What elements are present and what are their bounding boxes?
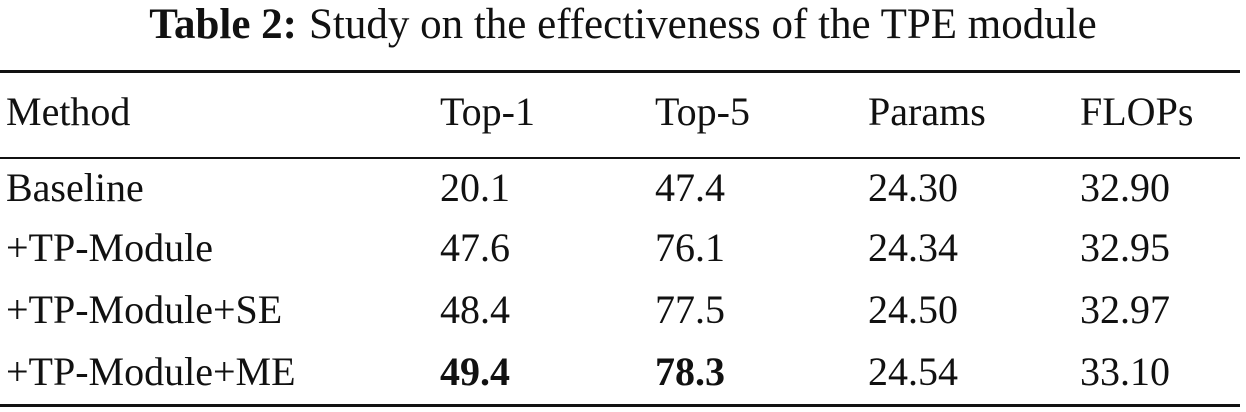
table-cell: 32.90 xyxy=(1080,165,1170,210)
table-cell: 24.30 xyxy=(868,165,958,210)
bottom-rule xyxy=(0,404,1240,407)
table-cell: +TP-Module+SE xyxy=(6,287,283,332)
table-cell: 32.95 xyxy=(1080,225,1170,270)
table-cell: 76.1 xyxy=(655,225,725,270)
caption-text: Study on the effectiveness of the TPE mo… xyxy=(308,1,1097,48)
table-cell: 77.5 xyxy=(655,287,725,332)
header-cell: Params xyxy=(868,89,986,134)
table-cell: 20.1 xyxy=(440,165,510,210)
table-cell: 24.50 xyxy=(868,287,958,332)
table-cell: Baseline xyxy=(6,165,144,210)
header-cell: FLOPs xyxy=(1080,89,1194,134)
table-cell: 33.10 xyxy=(1080,349,1170,394)
table-cell: +TP-Module+ME xyxy=(6,349,296,394)
table-cell: 49.4 xyxy=(440,349,510,394)
caption: Table 2: Study on the effectiveness of th… xyxy=(0,0,1246,50)
table-cell: 24.34 xyxy=(868,225,958,270)
table-cell: 48.4 xyxy=(440,287,510,332)
table-cell: 32.97 xyxy=(1080,287,1170,332)
table-cell: 24.54 xyxy=(868,349,958,394)
caption-label: Table 2: xyxy=(149,1,297,48)
table-cell: +TP-Module xyxy=(6,225,213,270)
header-cell: Top-5 xyxy=(655,89,750,134)
header-cell: Method xyxy=(6,89,131,134)
top-rule xyxy=(0,70,1240,73)
mid-rule xyxy=(0,157,1240,159)
table-cell: 47.4 xyxy=(655,165,725,210)
table-cell: 47.6 xyxy=(440,225,510,270)
header-cell: Top-1 xyxy=(440,89,535,134)
table-cell: 78.3 xyxy=(655,349,725,394)
